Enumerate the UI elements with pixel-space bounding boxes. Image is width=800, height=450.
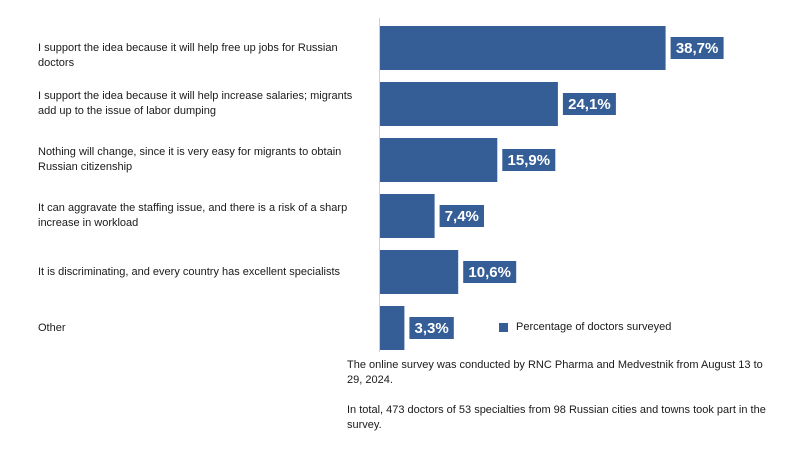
bar xyxy=(380,138,498,182)
bar xyxy=(380,82,558,126)
data-label: 15,9% xyxy=(508,152,551,169)
data-label: 24,1% xyxy=(568,96,611,113)
data-label-box xyxy=(409,317,454,339)
bar xyxy=(380,306,405,350)
data-label-box xyxy=(439,205,484,227)
data-label: 7,4% xyxy=(445,208,479,225)
data-label: 3,3% xyxy=(414,320,448,337)
bar xyxy=(380,26,666,70)
category-label: Other xyxy=(38,321,66,334)
participants-note: In total, 473 doctors of 53 specialties … xyxy=(347,404,766,431)
data-label-box xyxy=(670,37,724,59)
legend-label: Percentage of doctors surveyed xyxy=(516,321,672,333)
category-label: It is discriminating, and every country … xyxy=(38,265,341,278)
category-label: It can aggravate the staffing issue, and… xyxy=(38,202,348,229)
data-label: 10,6% xyxy=(468,264,511,281)
survey-dates-note: The online survey was conducted by RNC P… xyxy=(347,359,763,386)
data-label: 38,7% xyxy=(676,40,719,57)
data-label-box xyxy=(463,261,517,283)
data-label-box xyxy=(502,149,556,171)
bar xyxy=(380,250,459,294)
bar xyxy=(380,194,435,238)
legend-swatch xyxy=(499,322,508,332)
legend: Percentage of doctors surveyed xyxy=(499,321,671,333)
category-label: I support the idea because it will help … xyxy=(38,41,338,69)
category-label: Nothing will change, since it is very ea… xyxy=(38,146,342,173)
category-label: I support the idea because it will help … xyxy=(38,90,353,117)
data-label-box xyxy=(562,93,616,115)
